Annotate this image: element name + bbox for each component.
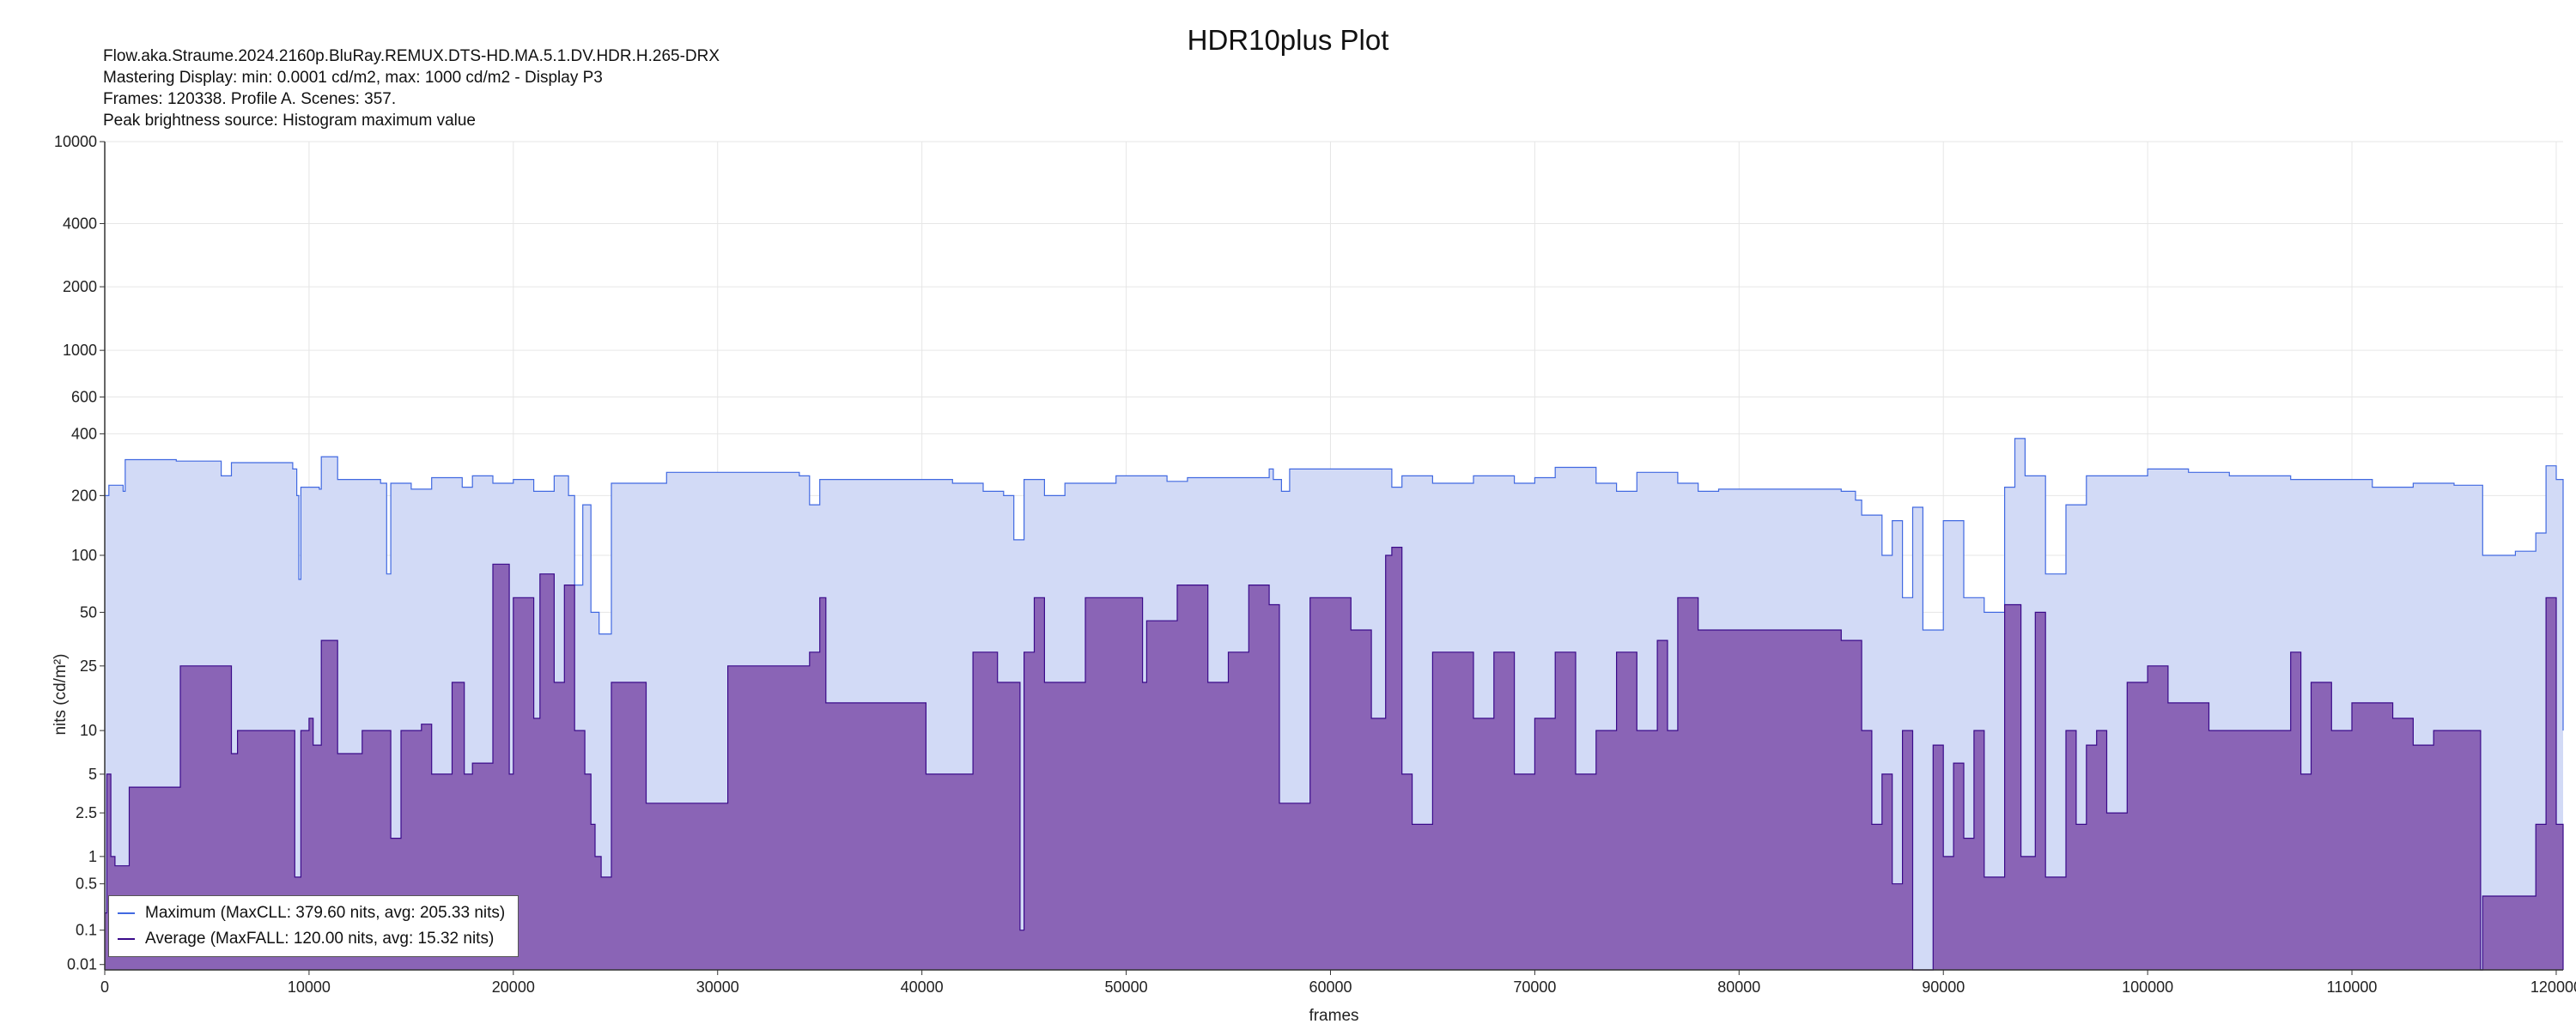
y-tick-label: 200 — [71, 487, 97, 504]
y-axis-label: nits (cd/m²) — [52, 654, 70, 736]
x-axis-label: frames — [1309, 1007, 1358, 1025]
y-tick-label: 5 — [88, 766, 97, 783]
y-tick-label: 400 — [71, 425, 97, 442]
info-line-file: Flow.aka.Straume.2024.2160p.BluRay.REMUX… — [103, 47, 720, 65]
legend-swatch-average — [118, 938, 135, 940]
legend-item-average: Average (MaxFALL: 120.00 nits, avg: 15.3… — [118, 930, 494, 948]
y-axis-ticks: 0.01 0.1 0.5 1 2.5 5 10 25 50 100 200 400 600 1000 200… — [54, 133, 105, 973]
y-tick-label: 0.01 — [67, 956, 97, 973]
axes — [104, 142, 2563, 971]
y-tick-label: 50 — [80, 603, 97, 621]
x-tick-label: 110000 — [2327, 978, 2378, 996]
chart-info-block: Flow.aka.Straume.2024.2160p.BluRay.REMUX… — [103, 45, 720, 131]
y-tick-label: 0.5 — [76, 876, 97, 893]
legend-label-average: Average (MaxFALL: 120.00 nits, avg: 15.3… — [145, 930, 495, 948]
legend: Maximum (MaxCLL: 379.60 nits, avg: 205.3… — [108, 895, 519, 957]
info-line-mastering-display: Mastering Display: min: 0.0001 cd/m2, ma… — [103, 69, 603, 87]
x-tick-label: 60000 — [1309, 978, 1352, 996]
legend-swatch-maximum — [118, 912, 135, 914]
x-axis-ticks: 0 10000 20000 30000 40000 50000 60000 70000 8000… — [100, 970, 2576, 996]
y-tick-label: 100 — [71, 547, 97, 564]
info-line-peak-source: Peak brightness source: Histogram maximu… — [103, 112, 477, 130]
x-tick-label: 80000 — [1717, 978, 1760, 996]
chart-title: HDR10plus Plot — [1187, 24, 1389, 56]
y-tick-label: 0.1 — [76, 922, 97, 939]
legend-item-maximum: Maximum (MaxCLL: 379.60 nits, avg: 205.3… — [118, 904, 505, 923]
x-tick-label: 40000 — [901, 978, 944, 996]
y-tick-label: 1 — [88, 848, 97, 865]
y-tick-label: 10 — [80, 722, 97, 739]
legend-label-maximum: Maximum (MaxCLL: 379.60 nits, avg: 205.3… — [145, 904, 506, 922]
x-tick-label: 20000 — [492, 978, 535, 996]
x-tick-label: 90000 — [1922, 978, 1965, 996]
info-line-frames: Frames: 120338. Profile A. Scenes: 357. — [103, 90, 397, 108]
y-tick-label: 4000 — [63, 215, 97, 232]
y-tick-label: 25 — [80, 657, 97, 675]
x-tick-label: 50000 — [1105, 978, 1148, 996]
y-tick-label: 10000 — [54, 133, 97, 150]
x-tick-label: 70000 — [1513, 978, 1556, 996]
series-area-average — [105, 547, 2563, 970]
x-tick-label: 10000 — [288, 978, 331, 996]
y-tick-label: 600 — [71, 389, 97, 406]
x-tick-label: 30000 — [696, 978, 739, 996]
y-tick-label: 2.5 — [76, 804, 97, 821]
series-line-maximum — [105, 438, 2564, 731]
y-tick-label: 2000 — [63, 278, 97, 295]
y-tick-label: 1000 — [63, 342, 97, 359]
x-tick-label: 0 — [100, 978, 109, 996]
series-line-average — [105, 547, 2564, 971]
x-tick-label: 100000 — [2122, 978, 2173, 996]
series-areas — [105, 438, 2564, 971]
